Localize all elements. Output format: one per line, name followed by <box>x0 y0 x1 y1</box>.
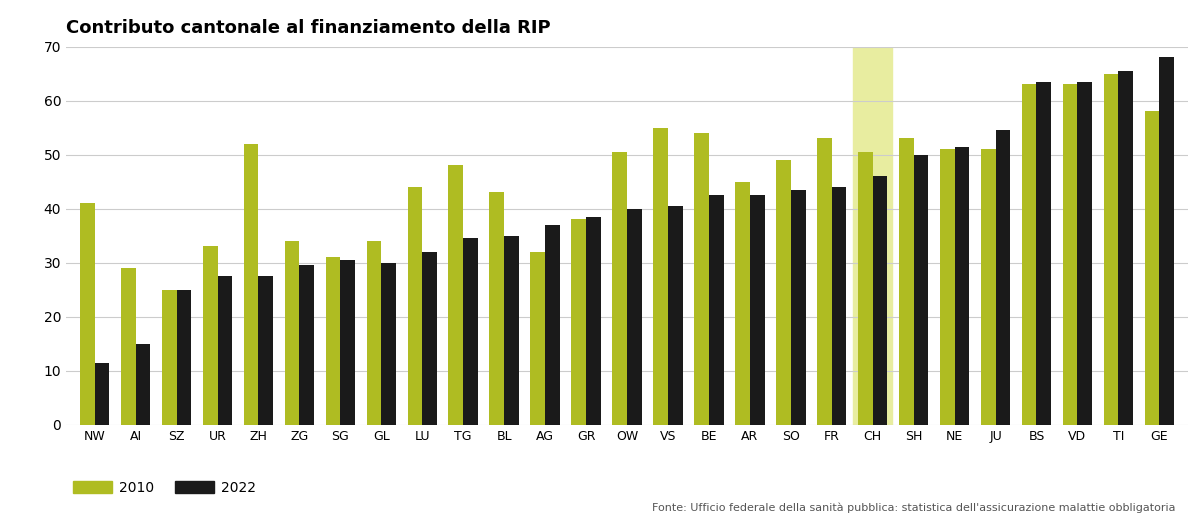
Bar <box>1145 111 1159 425</box>
Bar <box>341 260 355 425</box>
Bar <box>913 155 929 425</box>
Bar <box>832 187 846 425</box>
Bar <box>300 265 314 425</box>
Bar <box>996 131 1010 425</box>
Bar <box>668 206 683 425</box>
Bar <box>258 276 274 425</box>
Bar <box>817 138 832 425</box>
Bar <box>504 236 518 425</box>
Bar <box>121 268 136 425</box>
Bar <box>284 241 300 425</box>
Bar <box>1104 74 1118 425</box>
Bar <box>382 263 396 425</box>
Bar <box>709 195 724 425</box>
Text: Fonte: Ufficio federale della sanità pubblica: statistica dell'assicurazione mal: Fonte: Ufficio federale della sanità pub… <box>653 502 1176 513</box>
Bar <box>1118 71 1133 425</box>
Bar <box>490 193 504 425</box>
Bar <box>954 147 970 425</box>
Bar <box>366 241 382 425</box>
Bar <box>736 182 750 425</box>
Bar <box>80 203 95 425</box>
Bar <box>858 152 872 425</box>
Legend: 2010, 2022: 2010, 2022 <box>73 481 256 495</box>
Bar <box>1037 82 1051 425</box>
Bar <box>750 195 764 425</box>
Bar <box>1159 57 1174 425</box>
Bar <box>530 252 545 425</box>
Bar <box>162 290 176 425</box>
Bar <box>899 138 913 425</box>
Bar <box>940 149 954 425</box>
Bar <box>203 247 217 425</box>
Bar <box>545 225 560 425</box>
Bar <box>463 238 478 425</box>
Bar <box>694 133 709 425</box>
Bar <box>217 276 233 425</box>
Bar <box>408 187 422 425</box>
Bar <box>571 220 586 425</box>
Bar <box>872 176 888 425</box>
Bar <box>244 144 258 425</box>
Bar <box>95 363 109 425</box>
Bar <box>776 160 791 425</box>
Bar <box>422 252 437 425</box>
Bar <box>176 290 191 425</box>
Bar <box>980 149 996 425</box>
Bar <box>136 344 150 425</box>
Bar <box>1063 84 1078 425</box>
Bar <box>586 217 601 425</box>
Bar <box>628 209 642 425</box>
Bar <box>325 257 341 425</box>
Text: Contributo cantonale al finanziamento della RIP: Contributo cantonale al finanziamento de… <box>66 19 551 37</box>
Bar <box>791 190 805 425</box>
Bar <box>1078 82 1092 425</box>
Bar <box>853 47 893 425</box>
Bar <box>653 127 668 425</box>
Bar <box>612 152 628 425</box>
Bar <box>449 165 463 425</box>
Bar <box>1021 84 1037 425</box>
